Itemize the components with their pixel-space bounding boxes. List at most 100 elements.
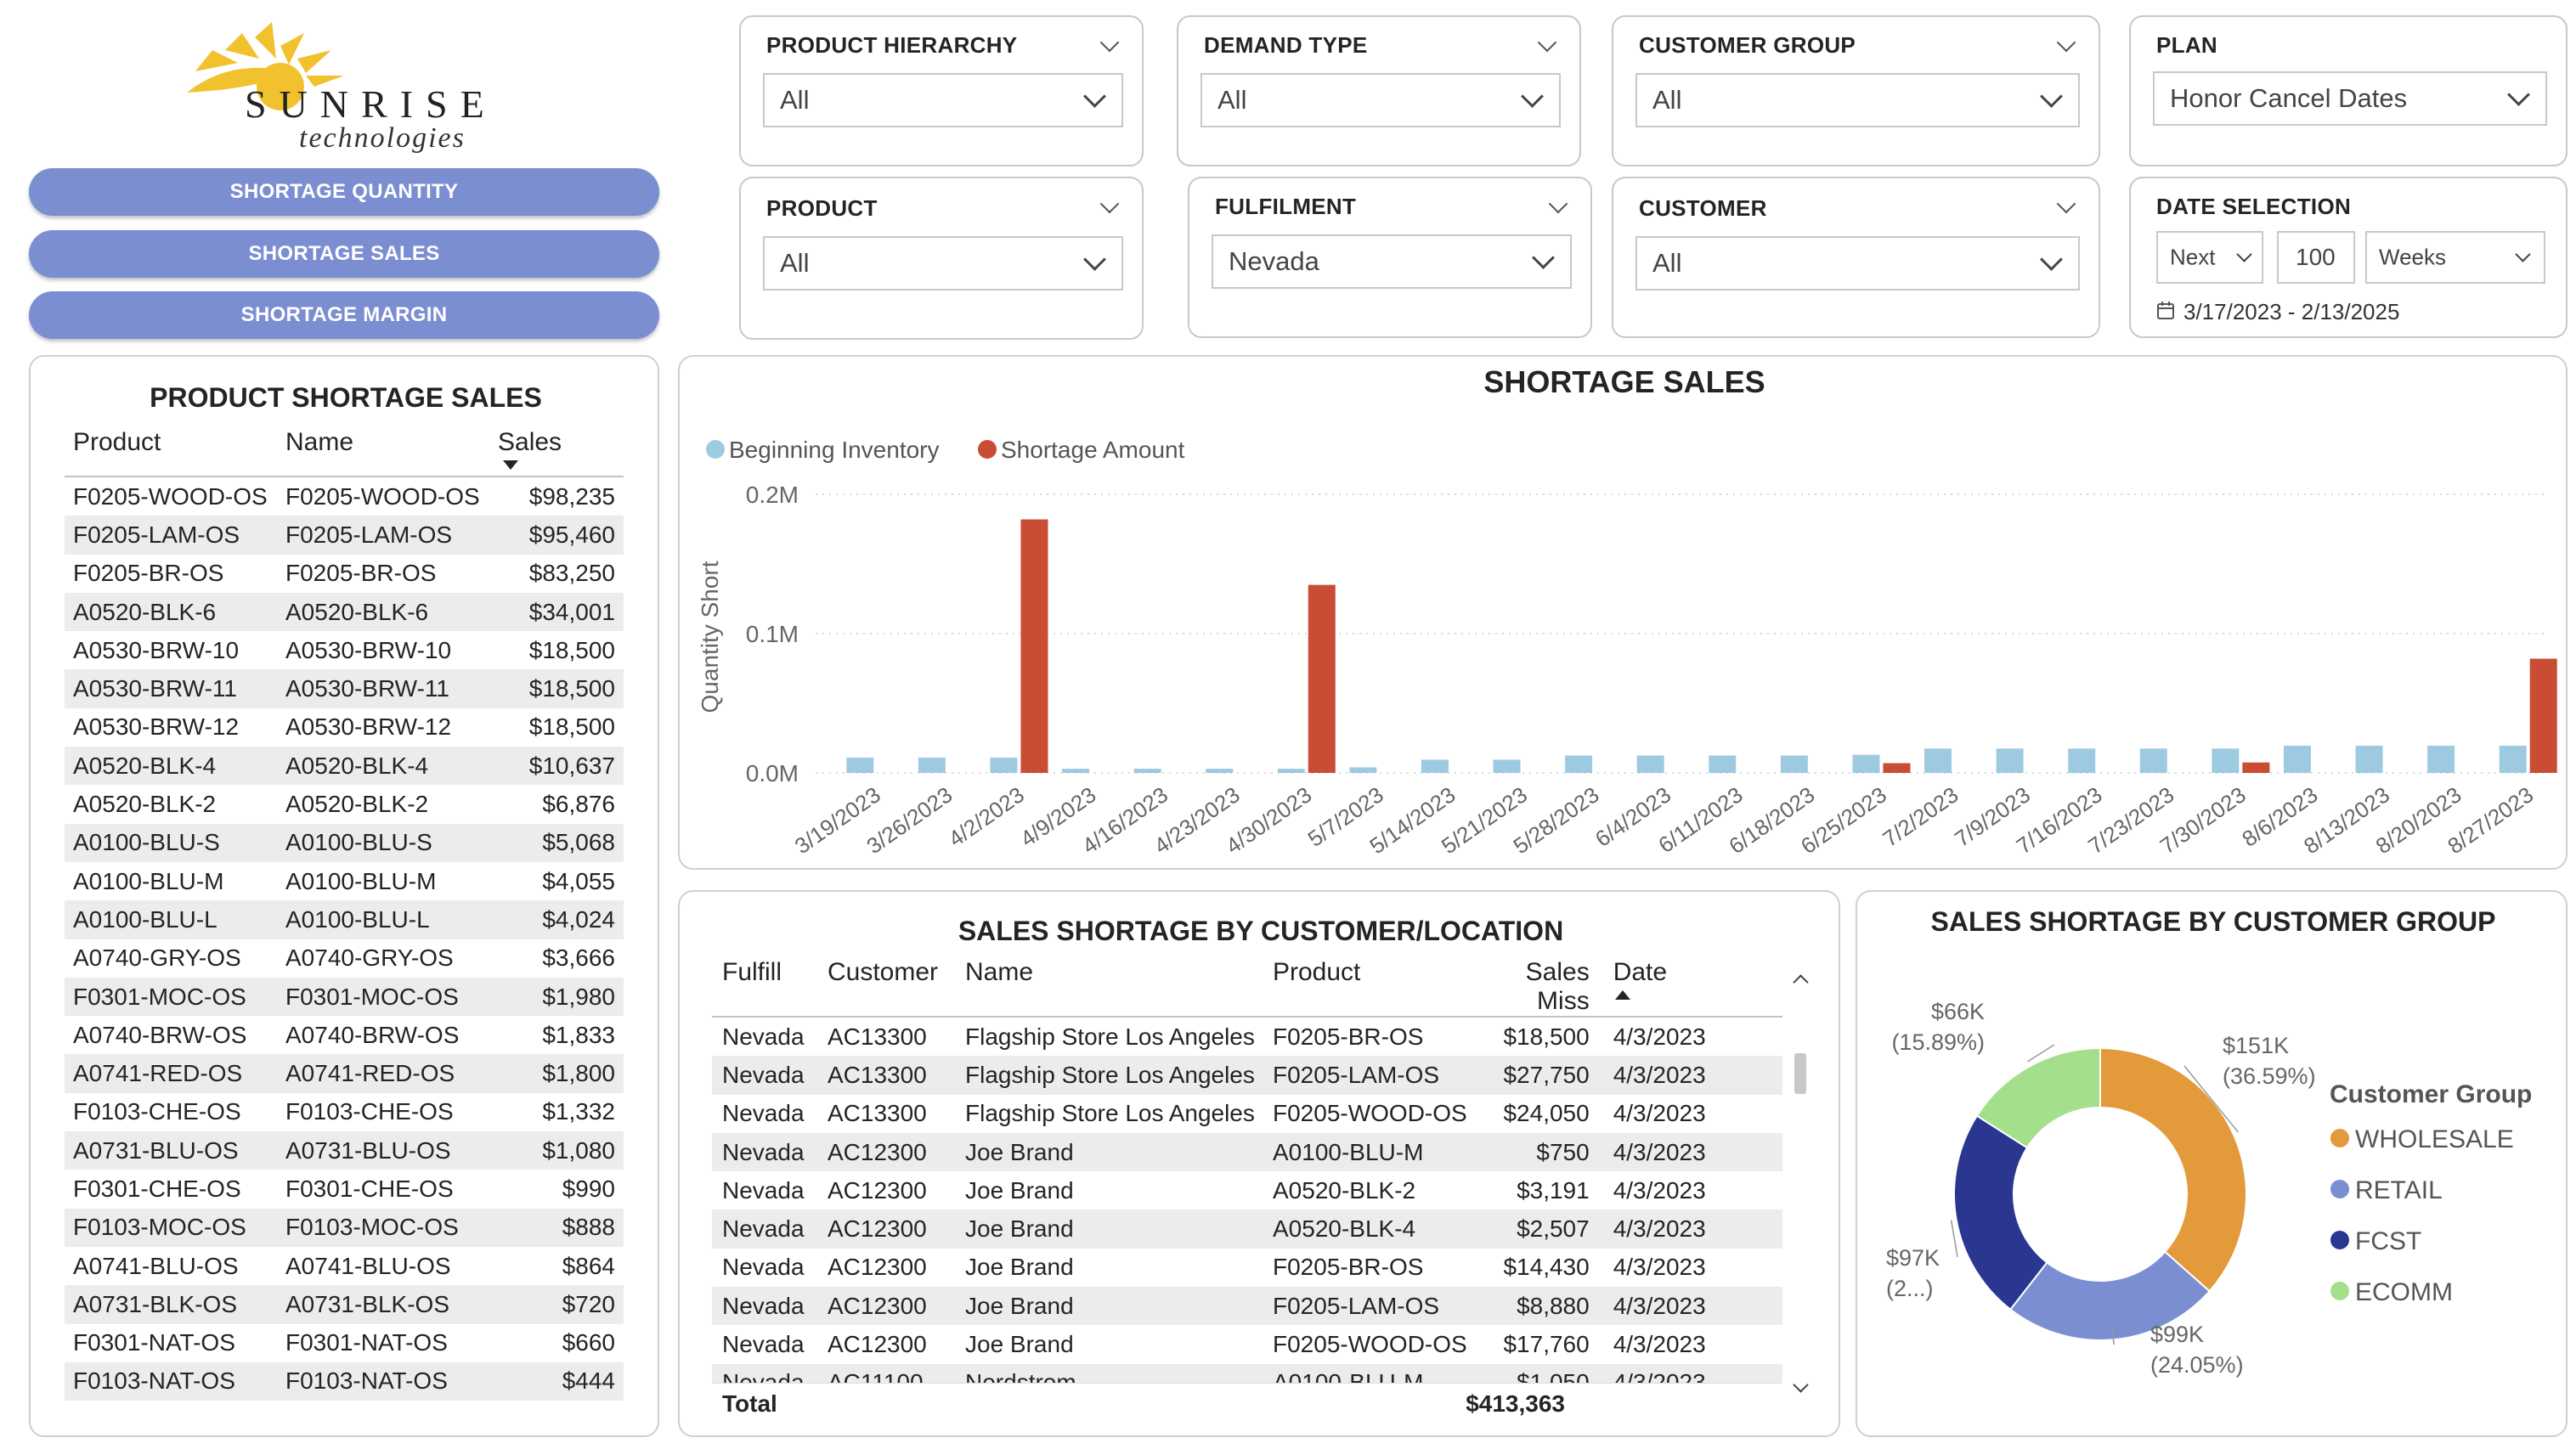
date-relative-dropdown[interactable]: Next (2156, 231, 2263, 284)
table-row[interactable]: F0205-BR-OS F0205-BR-OS $83,250 (65, 555, 624, 593)
table-row[interactable]: F0103-CHE-OS F0103-CHE-OS $1,332 (65, 1093, 624, 1131)
table-row[interactable]: A0100-BLU-M A0100-BLU-M $4,055 (65, 862, 624, 900)
table-row[interactable]: A0520-BLK-2 A0520-BLK-2 $6,876 (65, 785, 624, 823)
table-row[interactable]: F0205-WOOD-OS F0205-WOOD-OS $98,235 (65, 476, 624, 516)
col-header-name[interactable]: Name (285, 428, 354, 456)
table-row[interactable]: F0301-NAT-OS F0301-NAT-OS $660 (65, 1324, 624, 1362)
chevron-down-icon[interactable] (1537, 32, 1557, 53)
col-header-product[interactable]: Product (73, 428, 161, 456)
col-header-customer[interactable]: Customer (828, 958, 939, 986)
slice-percent-label: (2...) (1886, 1276, 1934, 1301)
col-header-sales-miss[interactable]: Sales Miss (1525, 958, 1590, 1015)
customer-group-dropdown[interactable]: All (1635, 73, 2080, 127)
table-row[interactable]: F0103-MOC-OS F0103-MOC-OS $888 (65, 1208, 624, 1247)
cell-sales: $3,666 (542, 944, 615, 972)
dropdown-value: All (780, 85, 810, 115)
table-row[interactable]: A0530-BRW-10 A0530-BRW-10 $18,500 (65, 631, 624, 669)
table-row[interactable]: A0741-BLU-OS A0741-BLU-OS $864 (65, 1247, 624, 1285)
shortage-quantity-button[interactable]: SHORTAGE QUANTITY (29, 168, 659, 216)
col-header-name[interactable]: Name (965, 958, 1034, 986)
table-row[interactable]: A0100-BLU-L A0100-BLU-L $4,024 (65, 900, 624, 939)
table-row[interactable]: F0301-CHE-OS F0301-CHE-OS $990 (65, 1170, 624, 1208)
table-row[interactable]: Nevada AC12300 Joe Brand F0205-LAM-OS $8,880… (712, 1287, 1782, 1326)
table-row[interactable]: Nevada AC12300 Joe Brand A0100-BLU-M $750 4/3… (712, 1132, 1782, 1172)
chevron-down-icon[interactable] (1099, 194, 1120, 214)
col-header-date[interactable]: Date (1590, 958, 1782, 1017)
table-row[interactable]: A0520-BLK-6 A0520-BLK-6 $34,001 (65, 592, 624, 632)
col-header-fulfill[interactable]: Fulfill (722, 958, 782, 986)
table-row[interactable]: F0103-NAT-OS F0103-NAT-OS $444 (65, 1362, 624, 1401)
table-row[interactable]: A0740-BRW-OS A0740-BRW-OS $1,833 (65, 1016, 624, 1054)
cell-date: 4/3/2023 (1589, 1056, 1782, 1095)
cell-sales: $34,001 (498, 592, 624, 632)
table-row[interactable]: F0205-LAM-OS F0205-LAM-OS $95,460 (65, 516, 624, 555)
product-hierarchy-dropdown[interactable]: All (763, 73, 1123, 127)
customer-dropdown[interactable]: All (1635, 236, 2080, 290)
cell-product: A0100-BLU-M (1273, 1132, 1467, 1172)
table-row[interactable]: A0530-BRW-12 A0530-BRW-12 $18,500 (65, 708, 624, 747)
col-header-product[interactable]: Product (1273, 958, 1361, 986)
total-label: Total (722, 1390, 777, 1417)
table-row[interactable]: Nevada AC13300 Flagship Store Los Angeles F… (712, 1095, 1782, 1133)
table-row[interactable]: Nevada AC13300 Flagship Store Los Angeles F… (712, 1056, 1782, 1095)
cell-customer: AC12300 (828, 1331, 927, 1358)
calendar-icon[interactable] (2156, 301, 2175, 319)
customer-table-viewport: Fulfill Customer Name Product Sales Miss… (712, 958, 1782, 1417)
fulfilment-slicer: FULFILMENT Nevada (1188, 177, 1592, 338)
product-dropdown[interactable]: All (763, 236, 1123, 290)
table-row[interactable]: A0530-BRW-11 A0530-BRW-11 $18,500 (65, 669, 624, 708)
cell-name: A0741-RED-OS (285, 1054, 498, 1093)
table-row[interactable]: A0100-BLU-S A0100-BLU-S $5,068 (65, 823, 624, 862)
cell-date: 4/3/2023 (1613, 1331, 1706, 1358)
shortage-sales-button[interactable]: SHORTAGE SALES (29, 230, 659, 278)
product-table-body: F0205-WOOD-OS F0205-WOOD-OS $98,235 F0205-L… (65, 476, 624, 1401)
scroll-down-arrow-icon[interactable] (1793, 1377, 1809, 1393)
date-count-input[interactable]: 100 (2277, 231, 2355, 284)
bar-beginning-inventory (1852, 754, 1880, 773)
cell-customer: AC13300 (828, 1056, 965, 1095)
plan-dropdown[interactable]: Honor Cancel Dates (2153, 71, 2547, 126)
cell-sales: $1,980 (498, 977, 624, 1017)
bar-shortage-amount (1883, 763, 1911, 773)
table-row[interactable]: A0731-BLU-OS A0731-BLU-OS $1,080 (65, 1131, 624, 1170)
chevron-down-icon[interactable] (2056, 32, 2076, 53)
table-row[interactable]: Nevada AC12300 Joe Brand F0205-WOOD-OS $17,7… (712, 1325, 1782, 1363)
cell-sales: $888 (498, 1208, 624, 1247)
legend-marker (2330, 1180, 2349, 1198)
chevron-down-icon[interactable] (1548, 194, 1568, 214)
cell-date: 4/3/2023 (1613, 1176, 1706, 1204)
table-row[interactable]: A0741-RED-OS A0741-RED-OS $1,800 (65, 1054, 624, 1093)
legend-title: Customer Group (2330, 1080, 2532, 1108)
date-unit-dropdown[interactable]: Weeks (2365, 231, 2545, 284)
customer-location-panel: SALES SHORTAGE BY CUSTOMER/LOCATION Fulf… (678, 890, 1840, 1437)
table-row[interactable]: F0301-MOC-OS F0301-MOC-OS $1,980 (65, 977, 624, 1017)
table-row[interactable]: A0740-GRY-OS A0740-GRY-OS $3,666 (65, 939, 624, 978)
cell-date: 4/3/2023 (1613, 1100, 1706, 1127)
cell-date: 4/3/2023 (1613, 1254, 1706, 1281)
table-row[interactable]: Nevada AC12300 Joe Brand F0205-BR-OS $14,430… (712, 1249, 1782, 1287)
cell-name: A0100-BLU-S (285, 823, 498, 862)
legend-label: WHOLESALE (2355, 1125, 2514, 1153)
cell-name: Joe Brand (965, 1176, 1074, 1204)
vertical-scrollbar[interactable] (1789, 956, 1811, 1407)
legend-label: Beginning Inventory (729, 437, 940, 463)
scroll-up-arrow-icon[interactable] (1793, 974, 1809, 990)
cell-customer: AC13300 (828, 1023, 927, 1050)
demand-type-dropdown[interactable]: All (1200, 73, 1561, 127)
chevron-down-icon[interactable] (1099, 32, 1120, 53)
table-row[interactable]: Nevada AC12300 Joe Brand A0520-BLK-2 $3,191 4… (712, 1171, 1782, 1209)
slice-percent-label: (36.59%) (2223, 1063, 2316, 1089)
col-header-sales[interactable]: Sales (498, 428, 624, 476)
cell-sales: $1,332 (542, 1098, 615, 1125)
shortage-margin-button[interactable]: SHORTAGE MARGIN (29, 291, 659, 339)
chevron-down-icon[interactable] (2056, 194, 2076, 214)
table-row[interactable]: A0731-BLK-OS A0731-BLK-OS $720 (65, 1285, 624, 1324)
table-row[interactable]: Nevada AC13300 Flagship Store Los Angeles F… (712, 1017, 1782, 1056)
cell-name: Joe Brand (965, 1254, 1074, 1281)
cell-sales: $18,500 (528, 636, 615, 663)
scroll-thumb[interactable] (1794, 1053, 1806, 1094)
fulfilment-dropdown[interactable]: Nevada (1212, 234, 1572, 289)
leader-line (1950, 1220, 1958, 1258)
table-row[interactable]: Nevada AC12300 Joe Brand A0520-BLK-4 $2,507 4… (712, 1209, 1782, 1249)
table-row[interactable]: A0520-BLK-4 A0520-BLK-4 $10,637 (65, 747, 624, 786)
